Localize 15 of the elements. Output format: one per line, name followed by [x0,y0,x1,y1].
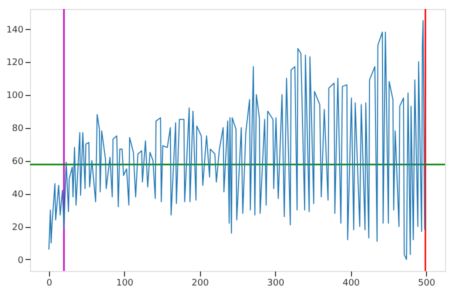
x-tick-label: 300 [267,278,285,288]
line-series [48,20,426,260]
x-tick-label: 200 [192,278,210,288]
y-tick-label: 20 [12,223,24,234]
x-tick-label: 500 [418,278,436,288]
y-tick-label: 0 [18,256,24,266]
y-tick-label: 120 [6,58,24,68]
x-tick-label: 100 [116,278,134,288]
y-tick-label: 60 [12,157,24,168]
x-tick-label: 0 [46,278,52,288]
y-tick-label: 140 [6,25,24,36]
y-tick-label: 80 [12,124,24,134]
y-tick-label: 40 [12,190,24,200]
x-tick-label: 400 [342,278,360,288]
y-tick-label: 100 [6,91,24,102]
